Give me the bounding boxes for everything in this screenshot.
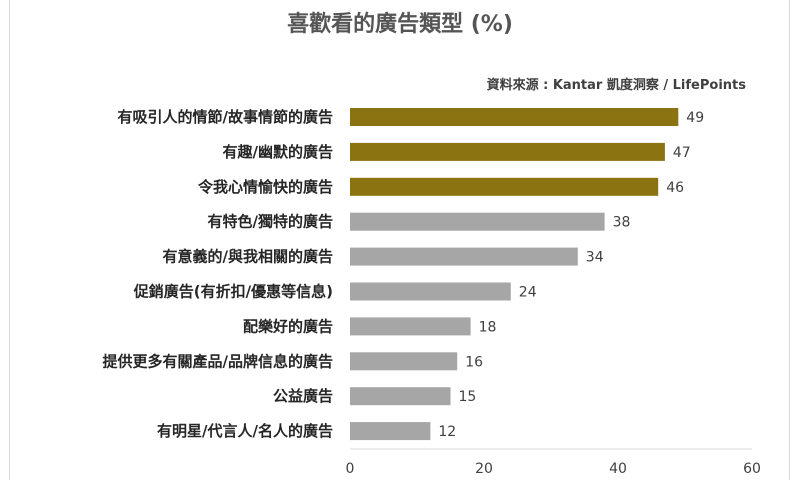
x-tick-label: 60 (743, 461, 761, 477)
category-label: 有明星/代言人/名人的廣告 (157, 422, 333, 440)
category-label: 促銷廣告(有折扣/優惠等信息) (133, 283, 333, 301)
category-label: 提供更多有關產品/品牌信息的廣告 (103, 352, 333, 370)
category-label: 有趣/幽默的廣告 (223, 143, 333, 161)
category-label: 公益廣告 (273, 387, 333, 405)
bar (350, 108, 679, 126)
bar (350, 177, 659, 196)
bar-value-label: 12 (438, 424, 456, 440)
bar-value-label: 24 (519, 285, 537, 301)
x-tick-label: 20 (475, 461, 493, 477)
category-label: 配樂好的廣告 (243, 317, 333, 335)
bar (350, 247, 578, 266)
category-label: 令我心情愉快的廣告 (198, 178, 333, 196)
bar-value-label: 47 (673, 145, 691, 161)
bar-value-label: 46 (666, 180, 684, 196)
bar (350, 282, 511, 301)
bar-value-label: 18 (479, 319, 497, 335)
bar-value-label: 15 (459, 389, 477, 405)
source-note: 資料來源 : Kantar 凱度洞察 / LifePoints (486, 78, 746, 93)
x-tick-label: 40 (609, 461, 627, 477)
bar (350, 317, 471, 336)
category-label: 有吸引人的情節/故事情節的廣告 (118, 108, 333, 126)
bar-value-label: 34 (586, 250, 604, 266)
chart-title: 喜歡看的廣告類型 (%) (287, 12, 513, 37)
bar-value-label: 38 (613, 215, 631, 231)
bar (350, 212, 605, 231)
category-label: 有特色/獨特的廣告 (208, 213, 333, 231)
category-label: 有意義的/與我相關的廣告 (163, 248, 333, 266)
bar (350, 352, 458, 371)
frame-right-border (789, 0, 790, 480)
frame-left-border (9, 0, 10, 480)
bar-value-label: 16 (465, 354, 483, 370)
bar-value-label: 49 (686, 110, 704, 126)
bar (350, 387, 451, 406)
bar (350, 142, 665, 161)
bar (350, 422, 431, 441)
x-tick-label: 0 (346, 461, 355, 477)
